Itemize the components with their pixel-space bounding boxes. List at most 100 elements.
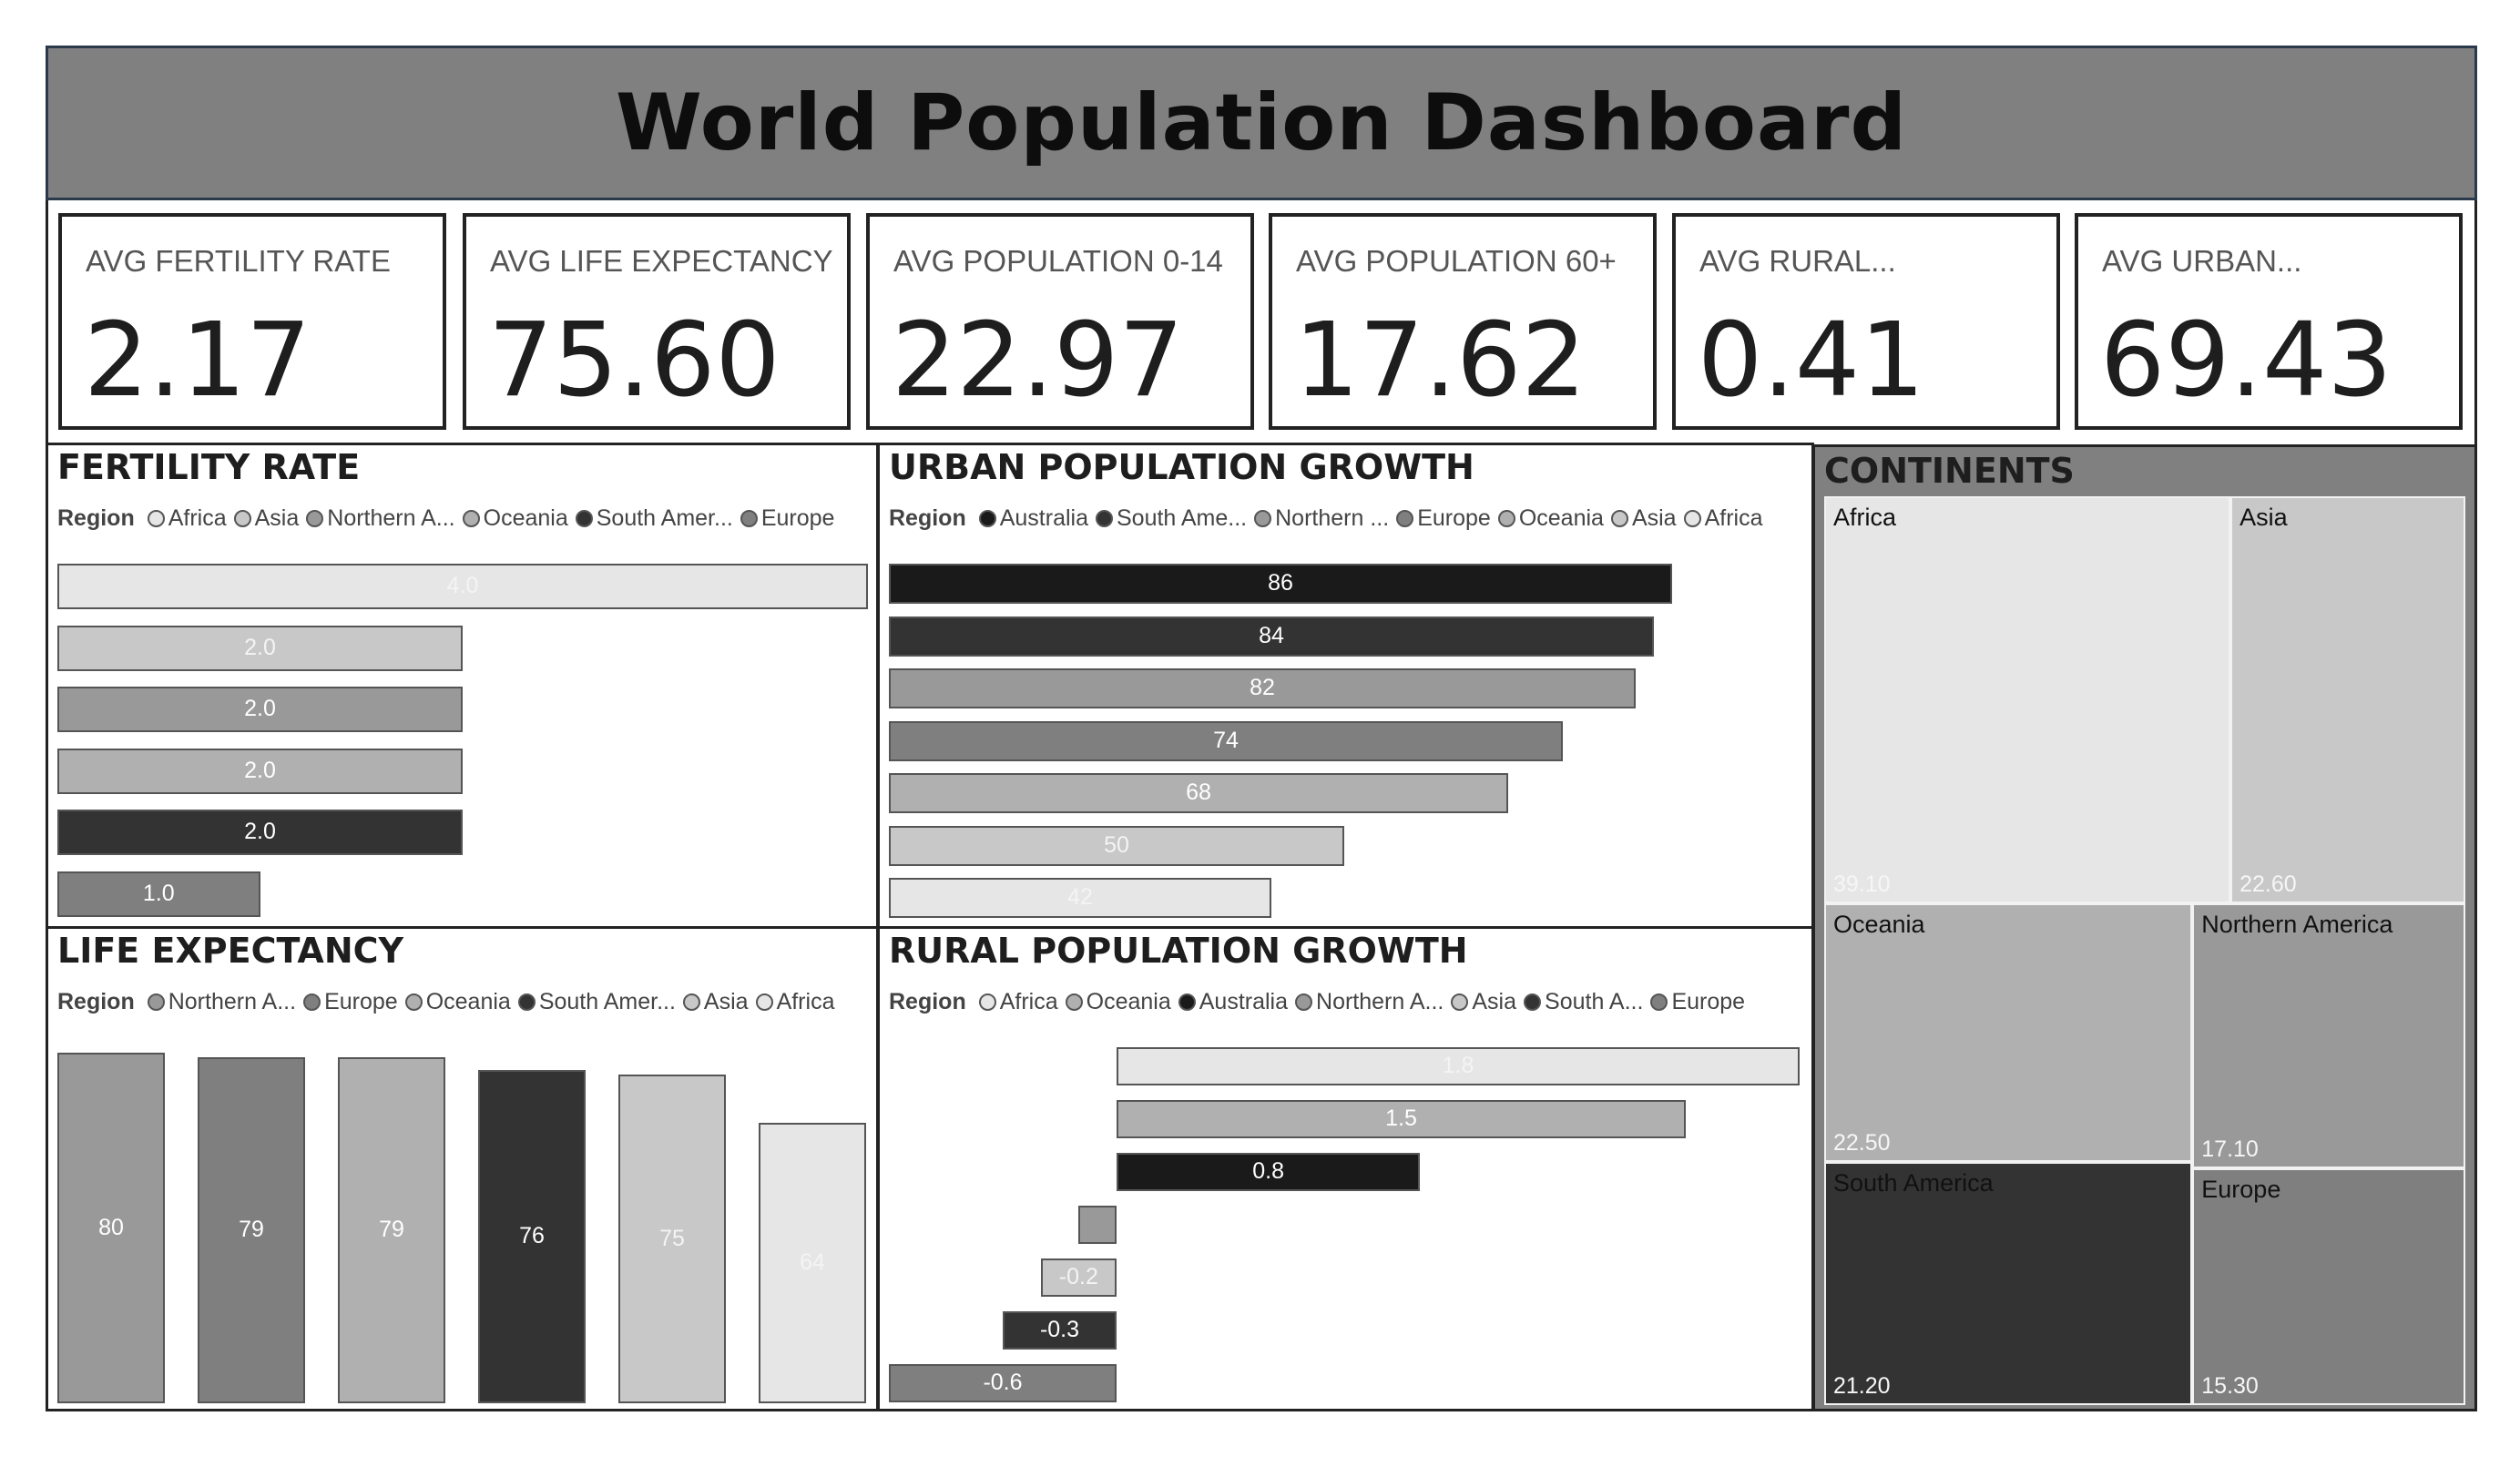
bar[interactable] <box>1003 1311 1117 1350</box>
legend-item-south-amer[interactable]: South Amer... <box>517 989 676 1015</box>
kpi-card-fertility[interactable]: AVG FERTILITY RATE 2.17 <box>58 213 446 430</box>
kpi-card-life-expectancy[interactable]: AVG LIFE EXPECTANCY 75.60 <box>463 213 851 430</box>
treemap-cell-asia[interactable]: Asia 22.60 <box>2230 496 2465 903</box>
bar[interactable] <box>57 687 463 732</box>
bar[interactable] <box>889 564 1672 604</box>
life-expectancy-panel: LIFE EXPECTANCY Region Northern A... Euro… <box>46 926 879 1411</box>
legend-item-australia[interactable]: Australia <box>978 505 1088 532</box>
data-label: 2.0 <box>244 819 276 844</box>
bar[interactable] <box>759 1123 866 1403</box>
legend-item-south-ame[interactable]: South Ame... <box>1095 505 1247 532</box>
legend-radio-icon <box>1178 993 1196 1011</box>
legend-item-northern-a[interactable]: Northern A... <box>1295 989 1444 1015</box>
data-label: 2.0 <box>244 757 276 783</box>
legend-radio-icon <box>1497 510 1515 527</box>
legend-item-south-a[interactable]: South A... <box>1524 989 1643 1015</box>
legend-item-northern-a[interactable]: Northern A... <box>147 989 297 1015</box>
bar[interactable] <box>1117 1047 1800 1085</box>
bar[interactable] <box>57 1053 165 1403</box>
legend-label: Africa <box>776 989 835 1014</box>
legend-item-oceania[interactable]: Oceania <box>404 989 511 1015</box>
data-label: 0.8 <box>1252 1158 1285 1184</box>
kpi-card-urban[interactable]: AVG URBAN... 69.43 <box>2075 213 2463 430</box>
legend-item-europe[interactable]: Europe <box>303 989 398 1015</box>
legend-item-africa[interactable]: Africa <box>978 989 1058 1015</box>
legend-label: Australia <box>999 505 1088 531</box>
treemap-cell-south-america[interactable]: South America 21.20 <box>1824 1161 2193 1405</box>
bar[interactable] <box>57 871 260 917</box>
bar[interactable] <box>57 564 868 609</box>
treemap-label: Europe <box>2201 1175 2281 1203</box>
treemap-cell-northern-america[interactable]: Northern America 17.10 <box>2192 902 2465 1168</box>
legend-label: Africa <box>168 505 227 531</box>
legend-item-oceania[interactable]: Oceania <box>1497 505 1604 532</box>
bar[interactable] <box>618 1075 726 1403</box>
kpi-label: AVG RURAL... <box>1699 244 1896 278</box>
legend-item-australia[interactable]: Australia <box>1178 989 1288 1015</box>
region-legend: Region Africa Oceania Australia Northern A.… <box>889 989 1752 1015</box>
bar[interactable] <box>57 748 463 794</box>
treemap-cell-oceania[interactable]: Oceania 22.50 <box>1824 902 2193 1162</box>
legend-item-northern[interactable]: Northern ... <box>1254 505 1389 532</box>
legend-item-south-amer[interactable]: South Amer... <box>575 505 733 532</box>
legend-item-europe[interactable]: Europe <box>1396 505 1491 532</box>
bar[interactable] <box>1117 1153 1421 1191</box>
legend-label: Africa <box>1704 505 1763 531</box>
kpi-value: 69.43 <box>2100 301 2392 420</box>
bar[interactable] <box>889 668 1636 708</box>
bar[interactable] <box>889 825 1344 866</box>
bar[interactable] <box>889 616 1654 657</box>
bar[interactable] <box>1117 1100 1686 1138</box>
kpi-label: AVG POPULATION 60+ <box>1296 244 1617 278</box>
legend-label: Asia <box>254 505 300 531</box>
bar[interactable] <box>57 810 463 855</box>
legend-item-asia[interactable]: Asia <box>1451 989 1516 1015</box>
legend-label: Oceania <box>425 989 511 1014</box>
treemap-value: 39.10 <box>1833 871 1891 897</box>
treemap-cell-europe[interactable]: Europe 15.30 <box>2192 1167 2465 1405</box>
treemap-label: Africa <box>1833 504 1897 531</box>
legend-item-africa[interactable]: Africa <box>1683 505 1763 532</box>
bar[interactable] <box>1078 1206 1117 1244</box>
legend-label: Northern A... <box>1316 989 1444 1014</box>
kpi-card-population-0-14[interactable]: AVG POPULATION 0-14 22.97 <box>866 213 1254 430</box>
data-label: -0.3 <box>1039 1317 1080 1342</box>
bar[interactable] <box>57 625 463 671</box>
legend-item-europe[interactable]: Europe <box>1650 989 1745 1015</box>
treemap-cell-africa[interactable]: Africa 39.10 <box>1824 496 2231 903</box>
legend-title: Region <box>889 505 966 531</box>
legend-item-northern-a[interactable]: Northern A... <box>306 505 455 532</box>
bar[interactable] <box>889 720 1563 761</box>
kpi-value: 22.97 <box>892 301 1184 420</box>
kpi-label: AVG POPULATION 0-14 <box>893 244 1223 278</box>
panel-title: URBAN POPULATION GROWTH <box>889 447 1474 487</box>
legend-item-asia[interactable]: Asia <box>1610 505 1677 532</box>
kpi-value: 0.41 <box>1698 301 1925 420</box>
legend-item-africa[interactable]: Africa <box>147 505 227 532</box>
bar[interactable] <box>198 1056 305 1403</box>
kpi-label: AVG LIFE EXPECTANCY <box>490 244 833 278</box>
legend-title: Region <box>889 989 966 1014</box>
legend-item-asia[interactable]: Asia <box>233 505 300 532</box>
legend-label: Asia <box>1472 989 1517 1014</box>
bar[interactable] <box>478 1070 586 1403</box>
legend-item-oceania[interactable]: Oceania <box>462 505 568 532</box>
legend-item-europe[interactable]: Europe <box>740 505 834 532</box>
legend-radio-icon <box>740 510 758 527</box>
legend-label: Europe <box>324 989 398 1014</box>
bar[interactable] <box>889 773 1508 813</box>
bar[interactable] <box>889 1364 1117 1402</box>
bar[interactable] <box>338 1056 445 1403</box>
urban-population-growth-panel: URBAN POPULATION GROWTH Region Australia… <box>877 443 1814 929</box>
kpi-card-rural[interactable]: AVG RURAL... 0.41 <box>1672 213 2060 430</box>
legend-item-asia[interactable]: Asia <box>682 989 749 1015</box>
legend-label: Northern A... <box>168 989 297 1014</box>
legend-item-africa[interactable]: Africa <box>755 989 835 1015</box>
bar[interactable] <box>889 878 1271 918</box>
legend-item-oceania[interactable]: Oceania <box>1065 989 1171 1015</box>
kpi-card-population-60-plus[interactable]: AVG POPULATION 60+ 17.62 <box>1269 213 1657 430</box>
bar[interactable] <box>1040 1258 1117 1297</box>
data-label: 75 <box>659 1225 685 1251</box>
treemap-value: 17.10 <box>2201 1136 2259 1162</box>
region-legend: Region Africa Asia Northern A... Oceania Sou… <box>57 505 842 532</box>
